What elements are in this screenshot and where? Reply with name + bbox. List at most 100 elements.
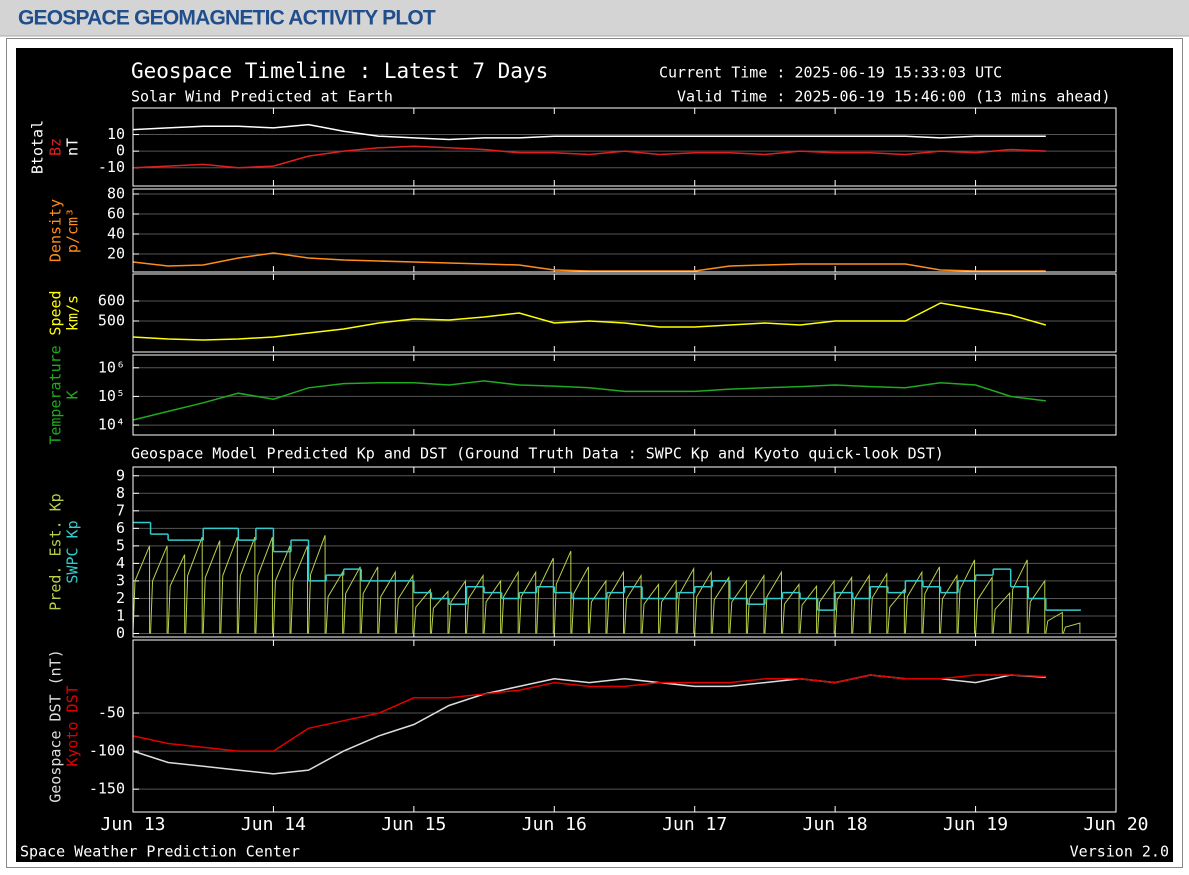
predicted-kp (975, 575, 993, 634)
predicted-kp (220, 536, 238, 634)
y-tick-label: 500 (98, 312, 125, 330)
y-tick-label: 60 (107, 205, 125, 223)
predicted-kp (167, 554, 186, 634)
predicted-kp (887, 588, 905, 634)
predicted-kp (764, 570, 782, 634)
plot-title: Geospace Timeline : Latest 7 Days (131, 59, 548, 83)
y-axis-label: Btotal (29, 120, 47, 174)
series-line (132, 302, 1047, 341)
y-axis-label: Pred. Est. Kp (47, 493, 65, 610)
predicted-kp (501, 570, 519, 634)
y-tick-label: 10⁵ (98, 387, 125, 405)
panel-border (132, 354, 1117, 436)
y-tick-label: 0 (116, 624, 125, 642)
predicted-kp (799, 584, 818, 634)
predicted-kp (132, 545, 151, 634)
x-tick-label: Jun 18 (803, 814, 868, 835)
y-tick-label: 1 (116, 606, 125, 624)
panel-border (132, 466, 1117, 638)
y-tick-label: 10 (107, 125, 125, 143)
series-line (132, 380, 1046, 421)
y-axis-label: Kyoto DST (64, 685, 82, 766)
predicted-kp (1045, 611, 1063, 634)
y-tick-label: 20 (107, 245, 125, 263)
y-axis-label: Bz (47, 138, 65, 156)
series-line (132, 674, 1046, 752)
predicted-kp (957, 559, 976, 634)
y-tick-label: -10 (98, 158, 125, 176)
y-tick-label: 40 (107, 225, 125, 243)
predicted-kp (729, 579, 747, 634)
predicted-kp (781, 582, 800, 634)
panel-border (132, 107, 1117, 187)
header-bar (0, 0, 1189, 36)
predicted-kp (606, 570, 624, 634)
plot-subtitle: Solar Wind Predicted at Earth (131, 88, 393, 106)
predicted-kp (676, 566, 695, 634)
y-axis-label: Density (47, 199, 65, 262)
predicted-kp (237, 536, 256, 634)
predicted-kp (571, 566, 589, 634)
y-axis-label: Geospace DST (nT) (47, 649, 65, 803)
y-axis-label: nT (64, 138, 82, 156)
predicted-kp (290, 545, 309, 634)
predicted-kp (817, 579, 835, 634)
predicted-kp (992, 591, 1011, 634)
predicted-kp (659, 579, 677, 634)
valid-time: Valid Time : 2025-06-19 15:46:00 (13 min… (677, 88, 1110, 106)
y-tick-label: 2 (116, 589, 125, 607)
y-axis-label: p/cm³ (64, 208, 82, 253)
predicted-kp (641, 582, 660, 634)
plot-background (16, 48, 1173, 862)
y-tick-label: -100 (89, 742, 125, 760)
predicted-kp (202, 540, 221, 634)
x-tick-label: Jun 15 (381, 814, 446, 835)
y-tick-label: 3 (116, 571, 125, 589)
predicted-kp (1062, 622, 1081, 634)
predicted-kp (536, 557, 554, 634)
predicted-kp (1010, 559, 1028, 634)
panel-border (132, 188, 1117, 273)
predicted-kp (694, 570, 712, 634)
y-tick-label: 4 (116, 554, 125, 572)
predicted-kp (430, 590, 449, 634)
predicted-kp (378, 570, 396, 634)
y-axis-label: SWPC Kp (64, 520, 82, 583)
predicted-kp (325, 570, 344, 634)
predicted-kp (308, 535, 326, 634)
y-axis-label: Temperature (47, 345, 65, 444)
section-title: Geospace Model Predicted Kp and DST (Gro… (131, 445, 944, 463)
y-tick-label: 80 (107, 185, 125, 203)
predicted-kp (1027, 579, 1046, 634)
y-tick-label: 9 (116, 466, 125, 484)
predicted-kp (852, 573, 870, 634)
y-tick-label: 10⁶ (98, 358, 125, 376)
x-tick-label: Jun 16 (522, 814, 587, 835)
predicted-kp (448, 579, 467, 634)
predicted-kp (939, 573, 958, 634)
y-tick-label: -50 (98, 704, 125, 722)
y-tick-label: 7 (116, 501, 125, 519)
predicted-kp (150, 545, 168, 634)
y-tick-label: 8 (116, 484, 125, 502)
current-time: Current Time : 2025-06-19 15:33:03 UTC (659, 64, 1002, 82)
series-line (132, 145, 1046, 169)
y-axis-label: km/s (64, 295, 82, 331)
y-tick-label: 10⁴ (98, 416, 125, 434)
predicted-kp (518, 570, 537, 634)
series-line (132, 252, 1046, 272)
y-tick-label: 5 (116, 536, 125, 554)
x-tick-label: Jun 13 (100, 814, 165, 835)
predicted-kp (255, 536, 273, 634)
page-heading: GEOSPACE GEOMAGNETIC ACTIVITY PLOT (18, 7, 436, 30)
predicted-kp (185, 536, 203, 634)
predicted-kp (272, 545, 291, 634)
x-tick-label: Jun 17 (662, 814, 727, 835)
y-tick-label: 0 (116, 142, 125, 160)
predicted-kp (711, 575, 730, 634)
predicted-kp (869, 572, 888, 634)
panel-border (132, 273, 1117, 353)
y-axis-label: Speed (47, 290, 65, 335)
predicted-kp (413, 588, 431, 634)
